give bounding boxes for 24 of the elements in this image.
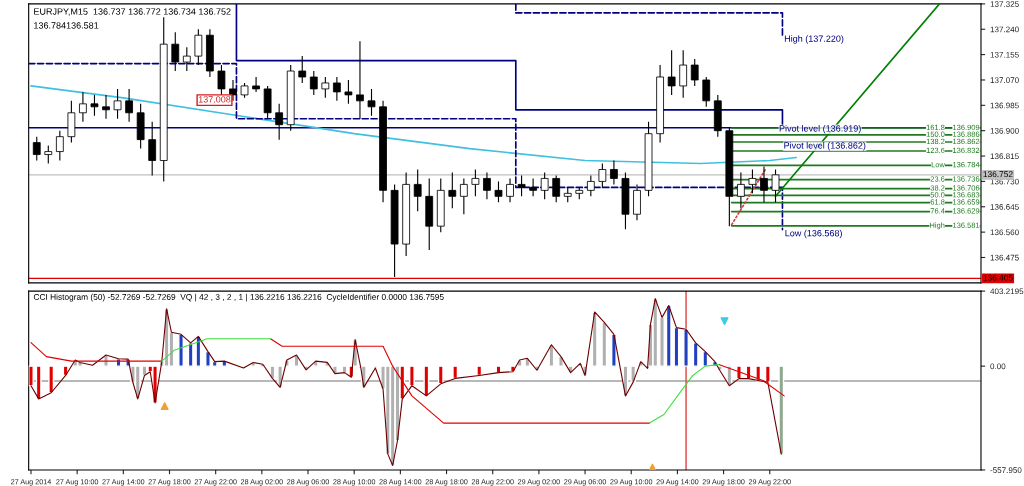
annotation: 137.008 — [198, 96, 231, 103]
y-tick-label: 136.560 — [990, 229, 1019, 236]
y-tick-label: 137.070 — [990, 77, 1019, 83]
annotation: Low (136.568) — [785, 229, 842, 239]
y-tick-label: 136.815 — [990, 153, 1019, 160]
annotation: CCI Histogram (50) -52.7269 -52.7269 VQ | 42 , 3 , 2 , 1 | 136.2216 136.2216 CycleIdentifier 0.0000 136.7595 — [33, 293, 444, 302]
annotation: EURJPY,M15 136.737 136.772 136.734 136.752 — [34, 8, 231, 16]
y-tick-label: 403.2195 — [990, 288, 1024, 295]
y-tick-label: 0.00 — [990, 363, 1006, 370]
annotation: High (137.220) — [784, 35, 844, 44]
annotation: 136.784136.581 — [34, 22, 99, 29]
y-tick-label: 136.985 — [990, 102, 1019, 109]
y-tick-label: 137.155 — [990, 51, 1019, 58]
annotation: Pivot level (136.862) — [784, 142, 866, 151]
y-tick-label: 136.475 — [990, 254, 1019, 261]
ref-line-label: 136.405 — [983, 274, 1013, 281]
annotation: Pivot level (136.919) — [779, 125, 861, 134]
y-tick-label: 136.730 — [990, 178, 1019, 185]
y-tick-label: -557.950 — [990, 467, 1022, 473]
y-tick-label: 136.900 — [990, 127, 1019, 134]
y-tick-label: 137.325 — [990, 1, 1019, 7]
y-tick-label: 136.645 — [990, 204, 1019, 210]
ref-line-label: 136.752 — [983, 171, 1013, 178]
y-tick-label: 137.240 — [990, 26, 1019, 33]
